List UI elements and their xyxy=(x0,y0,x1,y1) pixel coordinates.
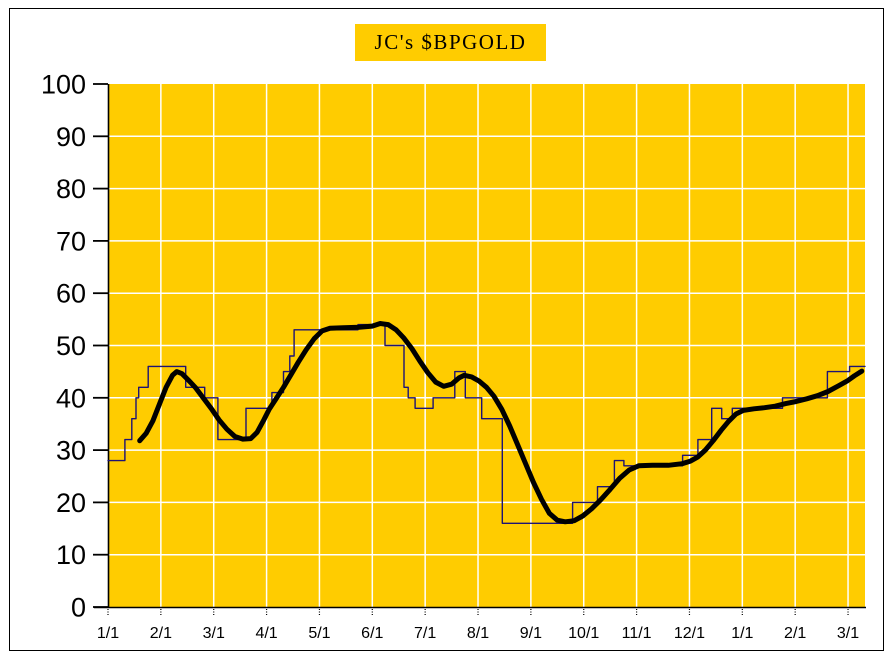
chart-title: JC's $BPGOLD xyxy=(374,30,527,54)
bp-smoothed-line xyxy=(137,321,865,525)
chart-title-box: JC's $BPGOLD xyxy=(355,24,546,61)
y-tick-label: 40 xyxy=(56,383,86,413)
x-tick-label: 5/1 xyxy=(308,625,330,642)
x-tick-label: 9/1 xyxy=(520,625,542,642)
y-tick-label: 0 xyxy=(71,593,86,623)
x-tick-label: 1/1 xyxy=(97,625,119,642)
y-tick-label: 80 xyxy=(56,174,86,204)
y-tick-label: 30 xyxy=(56,436,86,466)
x-tick-label: 2/1 xyxy=(150,625,172,642)
y-tick-label: 60 xyxy=(56,279,86,309)
x-tick-label: 10/1 xyxy=(568,625,599,642)
y-tick-label: 100 xyxy=(41,70,86,100)
y-tick-label: 20 xyxy=(56,488,86,518)
y-tick-label: 70 xyxy=(56,226,86,256)
x-tick-label: 6/1 xyxy=(361,625,383,642)
x-tick-label: 7/1 xyxy=(414,625,436,642)
y-tick-label: 90 xyxy=(56,122,86,152)
x-tick-label: 3/1 xyxy=(837,625,859,642)
x-tick-label: 3/1 xyxy=(203,625,225,642)
window-border xyxy=(9,8,884,651)
x-tick-label: 12/1 xyxy=(674,625,705,642)
x-tick-label: 11/1 xyxy=(622,625,652,642)
x-tick-label: 8/1 xyxy=(467,625,489,642)
x-tick-label: 1/1 xyxy=(731,625,753,642)
y-tick-label: 50 xyxy=(56,331,86,361)
x-tick-label: 2/1 xyxy=(784,625,806,642)
y-tick-label: 10 xyxy=(56,540,86,570)
bp-step-line xyxy=(107,323,866,524)
x-tick-label: 4/1 xyxy=(255,625,277,642)
